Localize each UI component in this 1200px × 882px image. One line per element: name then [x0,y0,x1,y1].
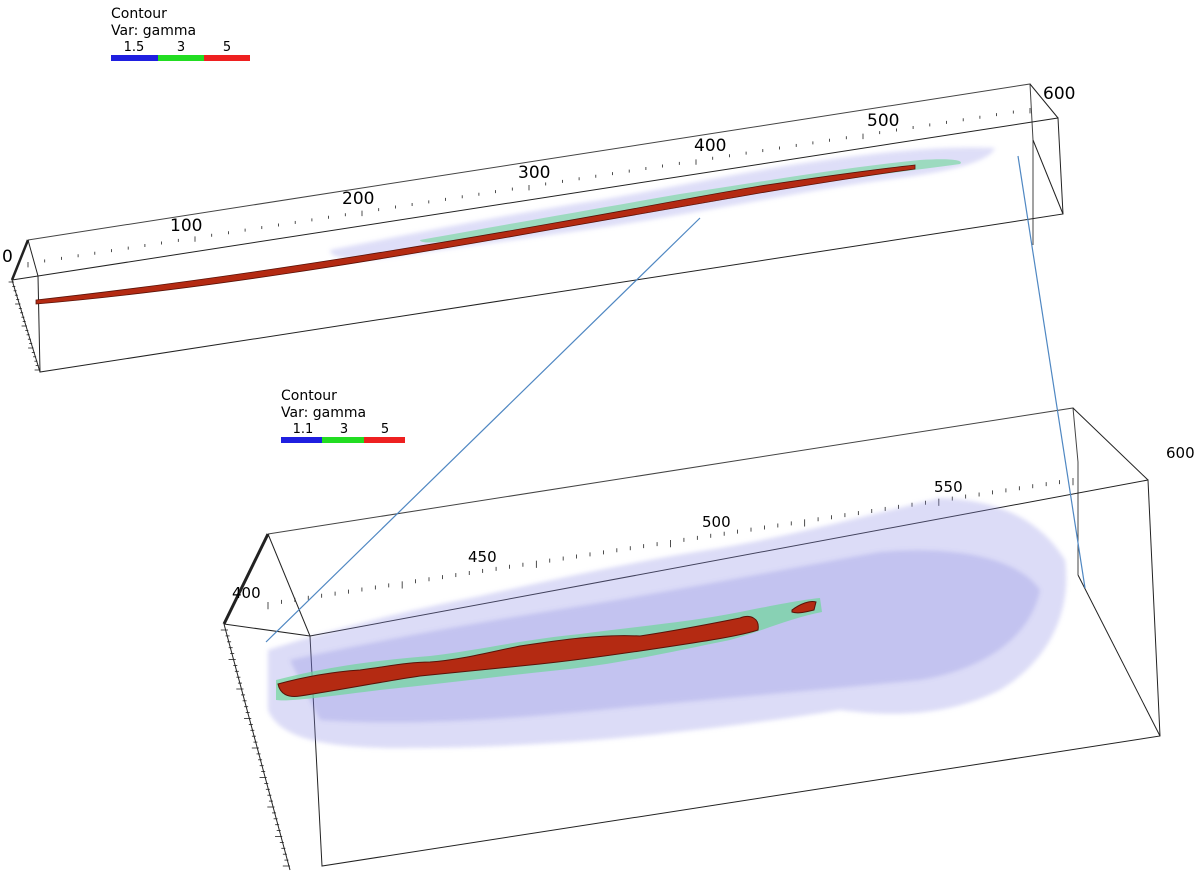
legend-title: Contour [111,6,167,22]
zoom-box-edge [1072,407,1149,481]
legend-level-high: 5 [380,422,390,437]
legend-level-labels: 1.1 3 5 [281,422,411,437]
zoom-box-back-edges [267,407,1079,575]
zoom-tick-label-400: 400 [232,584,261,602]
zoom-bounding-box [222,407,1161,871]
legend-color-bar [111,55,251,61]
top-jet-red-core [35,164,916,305]
top-tick-label-300: 300 [518,163,550,183]
zoom-tick-label-550: 550 [934,478,963,496]
legend-swatch-blue [111,55,158,61]
top-tick-label-400: 400 [694,136,726,156]
legend-top: Contour Var: gamma 1.5 3 5 [111,6,251,61]
top-box-edge [27,239,39,277]
zoom-box-edge [223,623,311,637]
legend-swatch-green [322,437,364,443]
top-tick-label-0: 0 [2,247,13,267]
top-jet [35,147,995,305]
legend-level-labels: 1.5 3 5 [111,40,251,55]
zoom-box-edge [267,533,311,637]
top-tick-label-100: 100 [170,216,202,236]
zoom-tick-label-500: 500 [702,513,731,531]
connector-line-right [1017,155,1086,589]
zoom-jet-red-core [277,616,759,697]
top-tick-label-200: 200 [342,189,374,209]
top-box-edge [1029,83,1059,119]
zoom-connector-lines [265,155,1086,643]
legend-swatch-blue [281,437,322,443]
zoom-box-edge [222,533,270,625]
connector-line-left [265,217,701,643]
legend-level-low: 1.1 [292,422,314,437]
top-box-back-edges [27,83,1034,245]
legend-bottom: Contour Var: gamma 1.1 3 5 [281,388,411,443]
legend-level-low: 1.5 [123,40,145,55]
legend-variable: Var: gamma [111,23,197,39]
zoom-jet-red-knot [791,601,817,614]
top-bounding-box [10,83,1064,373]
top-box-edge [11,275,39,281]
legend-swatch-green [158,55,204,61]
legend-level-mid: 3 [339,422,349,437]
top-box-edge [1032,139,1064,215]
top-tick-label-500: 500 [867,111,899,131]
zoom-jet [268,498,1067,748]
top-vertical-axis-ticks [8,281,40,371]
legend-swatch-red [204,55,250,61]
legend-variable: Var: gamma [281,405,367,421]
top-axis-ticks [27,108,1031,268]
top-tick-label-600: 600 [1043,84,1075,104]
legend-title: Contour [281,388,337,404]
zoom-vertical-axis-ticks [220,629,290,867]
zoom-box-edge [1077,574,1161,737]
zoom-tick-label-450: 450 [468,548,497,566]
legend-level-high: 5 [222,40,232,55]
top-axis-labels: 0 100 200 300 400 500 600 [2,84,1075,267]
legend-level-mid: 3 [176,40,186,55]
legend-swatch-red [364,437,405,443]
zoom-tick-label-600: 600 [1166,444,1195,462]
zoom-axis-ticks [267,478,1074,610]
zoom-axis-labels: 400 450 500 550 600 [232,444,1195,602]
legend-color-bar [281,437,411,443]
top-box-edge [10,239,30,281]
